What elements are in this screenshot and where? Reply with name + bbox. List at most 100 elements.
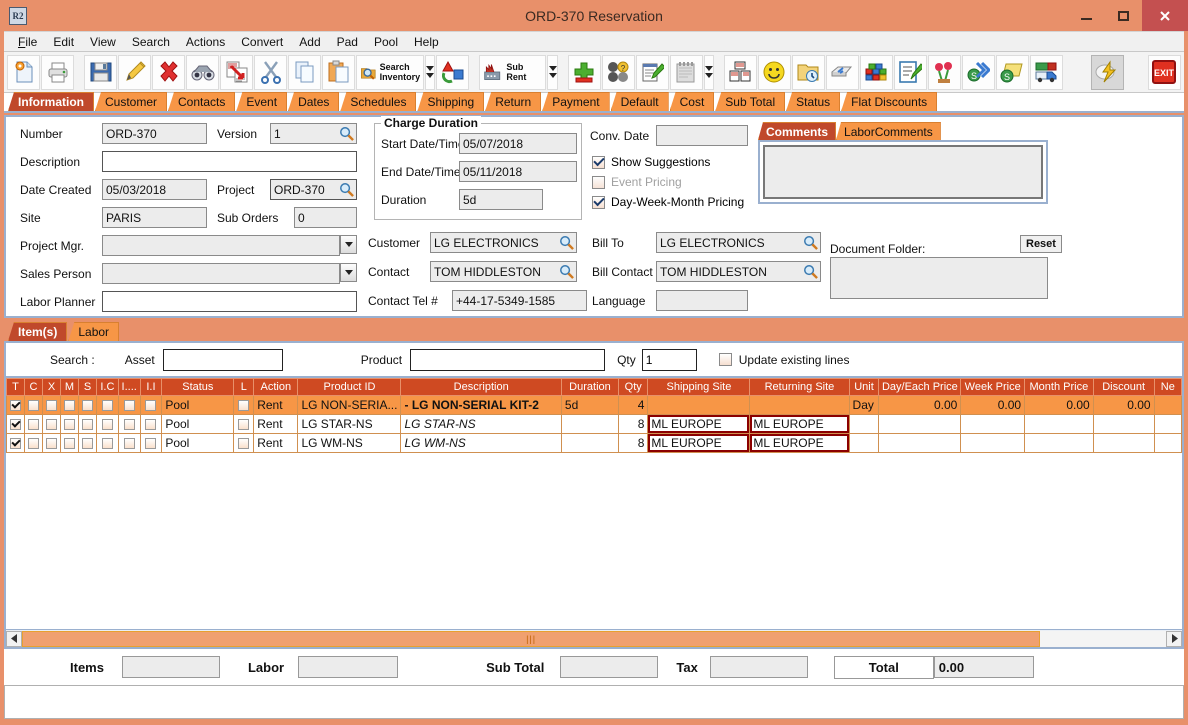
row-checkbox-m[interactable]: [64, 438, 75, 450]
database-stack-icon[interactable]: [859, 54, 893, 90]
minimize-button[interactable]: [1068, 0, 1105, 31]
cell-unit[interactable]: [848, 414, 880, 434]
close-button[interactable]: [1142, 0, 1188, 31]
col-product-id[interactable]: Product ID: [297, 378, 402, 396]
row-checkbox-c[interactable]: [28, 419, 39, 431]
menu-actions[interactable]: Actions: [185, 34, 226, 49]
row-checkbox-ii[interactable]: [145, 400, 157, 412]
cell-i4[interactable]: [117, 414, 141, 434]
cell-m[interactable]: [60, 395, 79, 415]
contact-tel-field[interactable]: +44-17-5349-1585: [452, 290, 587, 311]
cell-description[interactable]: LG STAR-NS: [400, 414, 562, 434]
smiley-icon[interactable]: [757, 54, 791, 90]
day-week-month-pricing-checkbox[interactable]: [592, 195, 605, 209]
row-checkbox-c[interactable]: [28, 400, 39, 412]
sub-rent-button[interactable]: Sub Rent: [479, 54, 547, 90]
col-week-price[interactable]: Week Price: [960, 378, 1026, 396]
menu-search[interactable]: Search: [131, 34, 170, 49]
cut-scissors-icon[interactable]: [254, 54, 287, 90]
table-row[interactable]: Pool Rent LG STAR-NS LG STAR-NS 8 ML EUR…: [6, 414, 1182, 434]
keyboard-key-icon[interactable]: [825, 54, 859, 90]
folder-clock-icon[interactable]: [791, 54, 825, 90]
cell-i4[interactable]: [117, 395, 141, 415]
cell-ic[interactable]: [96, 433, 119, 453]
row-checkbox-i4[interactable]: [123, 419, 135, 431]
cell-net[interactable]: [1153, 414, 1182, 434]
col-c[interactable]: C: [24, 378, 43, 396]
col-s[interactable]: S: [78, 378, 97, 396]
cell-week-price[interactable]: [960, 414, 1026, 434]
menu-edit[interactable]: Edit: [53, 34, 75, 49]
col-unit[interactable]: Unit: [848, 378, 880, 396]
row-checkbox-t[interactable]: [10, 400, 21, 412]
tab-flat-discounts[interactable]: Flat Discounts: [841, 92, 938, 111]
tab-default[interactable]: Default: [610, 92, 669, 111]
show-suggestions-checkbox[interactable]: [592, 155, 605, 169]
cell-i4[interactable]: [117, 433, 141, 453]
site-field[interactable]: PARIS: [102, 207, 207, 228]
find-binoculars-icon[interactable]: [186, 54, 219, 90]
edit-pencil-icon[interactable]: [118, 54, 151, 90]
version-search-icon[interactable]: [339, 126, 354, 141]
cell-ic[interactable]: [96, 414, 119, 434]
row-checkbox-l[interactable]: [238, 419, 250, 431]
cell-duration[interactable]: [560, 433, 620, 453]
col-t[interactable]: T: [6, 378, 25, 396]
col-month-price[interactable]: Month Price: [1024, 378, 1094, 396]
tab-items[interactable]: Item(s): [8, 322, 68, 341]
row-checkbox-ic[interactable]: [101, 419, 113, 431]
asset-input[interactable]: [162, 348, 283, 371]
cell-description[interactable]: LG WM-NS: [400, 433, 562, 453]
tab-return[interactable]: Return: [485, 92, 542, 111]
cell-l[interactable]: [233, 414, 255, 434]
row-checkbox-x[interactable]: [46, 419, 57, 431]
show-suggestions-row[interactable]: Show Suggestions: [592, 155, 710, 169]
cell-t[interactable]: [6, 433, 25, 453]
cell-m[interactable]: [60, 433, 79, 453]
row-checkbox-c[interactable]: [28, 438, 39, 450]
grid-horizontal-scrollbar[interactable]: |||: [6, 629, 1182, 647]
language-field[interactable]: [656, 290, 748, 311]
customer-search-icon[interactable]: [559, 235, 574, 250]
row-checkbox-s[interactable]: [82, 400, 93, 412]
cell-qty[interactable]: 8: [618, 414, 649, 434]
copy-icon[interactable]: [288, 54, 321, 90]
cell-t[interactable]: [6, 414, 25, 434]
paste-icon[interactable]: [322, 54, 355, 90]
money-transfer-icon[interactable]: S: [961, 54, 995, 90]
qty-input[interactable]: 1: [641, 348, 697, 371]
group-items-icon[interactable]: ?: [601, 54, 635, 90]
cell-returning-site[interactable]: ML EUROPE: [749, 414, 850, 434]
bill-to-search-icon[interactable]: [803, 235, 818, 250]
cell-l[interactable]: [233, 395, 255, 415]
col-x[interactable]: X: [42, 378, 61, 396]
col-m[interactable]: M: [60, 378, 79, 396]
tab-status[interactable]: Status: [786, 92, 841, 111]
row-checkbox-ic[interactable]: [101, 400, 113, 412]
row-checkbox-l[interactable]: [238, 400, 250, 412]
cell-c[interactable]: [24, 414, 43, 434]
cell-action[interactable]: Rent: [253, 433, 299, 453]
tab-sub-total[interactable]: Sub Total: [715, 92, 786, 111]
cell-week-price[interactable]: 0.00: [960, 395, 1026, 415]
invoice-money-icon[interactable]: S: [995, 54, 1029, 90]
copy-document-arrow-icon[interactable]: [220, 54, 253, 90]
scroll-left-arrow[interactable]: [6, 630, 22, 647]
cell-shipping-site[interactable]: [647, 395, 751, 415]
row-checkbox-i4[interactable]: [123, 400, 135, 412]
cell-duration[interactable]: [560, 414, 620, 434]
project-search-icon[interactable]: [339, 182, 354, 197]
comments-textarea[interactable]: [763, 145, 1043, 199]
notepad-dropdown[interactable]: [703, 54, 714, 90]
print-icon[interactable]: [41, 54, 74, 90]
sub-orders-field[interactable]: 0: [294, 207, 357, 228]
cell-x[interactable]: [42, 433, 61, 453]
row-checkbox-s[interactable]: [82, 419, 93, 431]
notes-edit-icon[interactable]: [635, 54, 669, 90]
project-mgr-field[interactable]: [102, 235, 340, 256]
menu-pad[interactable]: Pad: [336, 34, 358, 49]
scroll-thumb[interactable]: |||: [22, 630, 1041, 647]
row-checkbox-ic[interactable]: [101, 438, 113, 450]
cell-action[interactable]: Rent: [253, 414, 299, 434]
col-shipping-site[interactable]: Shipping Site: [647, 378, 751, 396]
